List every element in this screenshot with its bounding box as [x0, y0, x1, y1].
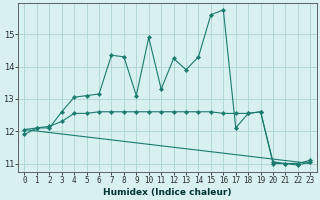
X-axis label: Humidex (Indice chaleur): Humidex (Indice chaleur) [103, 188, 232, 197]
